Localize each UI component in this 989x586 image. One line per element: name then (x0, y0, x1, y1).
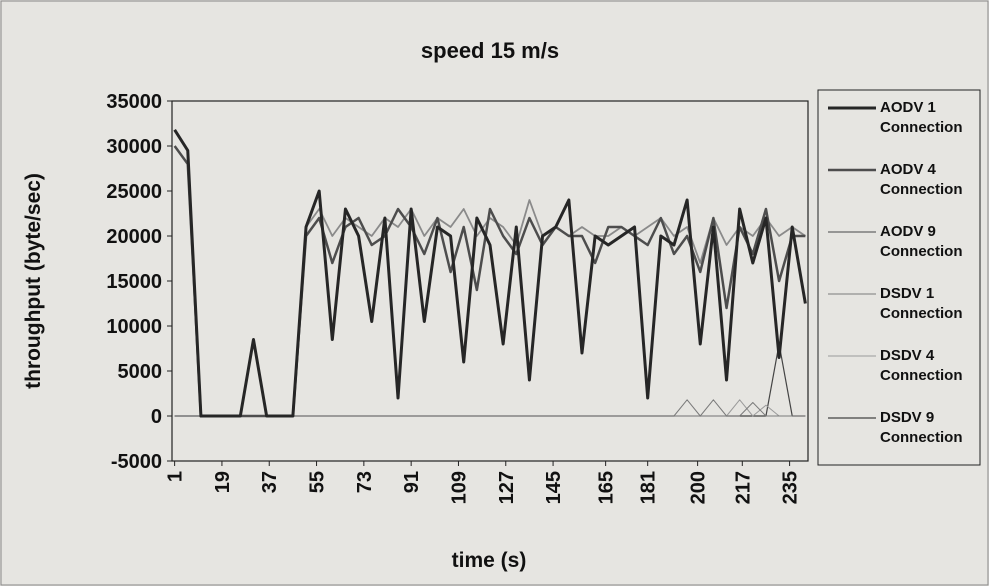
x-tick-label: 127 (496, 471, 518, 504)
y-axis-label: throughput (byte/sec) (22, 173, 45, 389)
x-tick-label: 109 (448, 471, 470, 504)
legend-box (817, 89, 981, 466)
y-tick-label: 5000 (118, 361, 163, 383)
y-tick-label: 35000 (106, 91, 162, 113)
legend-label: DSDV 4 Connection (880, 347, 963, 384)
legend-label: DSDV 9 Connection (880, 409, 963, 446)
x-tick-label: 1 (165, 471, 187, 482)
legend-label: AODV 9 Connection (880, 223, 963, 260)
x-tick-label: 73 (354, 471, 376, 493)
x-tick-label: 217 (732, 471, 754, 504)
y-tick-label: -5000 (111, 451, 162, 473)
x-tick-label: 235 (780, 471, 802, 504)
x-tick-label: 55 (307, 471, 329, 493)
x-tick-label: 200 (688, 471, 710, 504)
x-tick-label: 165 (596, 471, 618, 504)
x-axis-label: time (s) (452, 549, 527, 572)
y-tick-label: 30000 (106, 136, 162, 158)
y-tick-label: 25000 (106, 181, 162, 203)
x-tick-label: 19 (212, 471, 234, 493)
x-tick-label: 181 (638, 471, 660, 504)
x-tick-label: 145 (543, 471, 565, 504)
y-tick-label: 20000 (106, 226, 162, 248)
series-line (173, 128, 807, 418)
legend-label: AODV 4 Connection (880, 161, 963, 198)
legend-label: AODV 1 Connection (880, 99, 963, 136)
legend-label: DSDV 1 Connection (880, 285, 963, 322)
y-tick-label: 15000 (106, 271, 162, 293)
x-tick-label: 37 (259, 471, 281, 493)
chart-title: speed 15 m/s (421, 38, 559, 63)
x-tick-label: 91 (401, 471, 423, 493)
y-tick-label: 0 (151, 406, 162, 428)
y-tick-label: 10000 (106, 316, 162, 338)
